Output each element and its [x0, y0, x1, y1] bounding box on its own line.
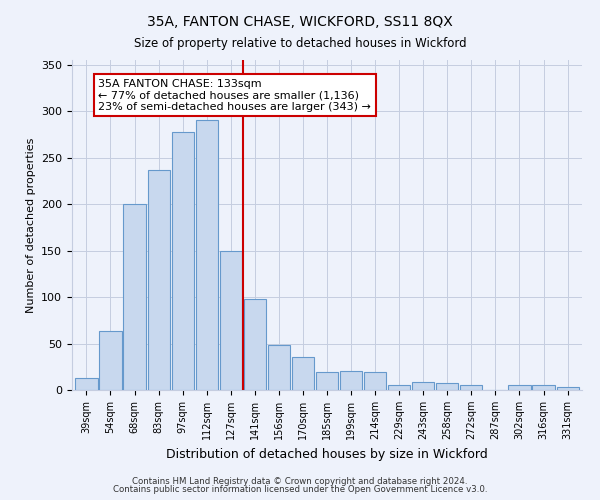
Bar: [316, 372, 338, 390]
Bar: [124, 204, 146, 390]
Text: 35A, FANTON CHASE, WICKFORD, SS11 8QX: 35A, FANTON CHASE, WICKFORD, SS11 8QX: [147, 15, 453, 29]
Bar: [244, 299, 266, 390]
Bar: [460, 386, 482, 390]
Bar: [100, 330, 122, 390]
Bar: [412, 382, 434, 390]
Bar: [172, 132, 194, 390]
X-axis label: Distribution of detached houses by size in Wickford: Distribution of detached houses by size …: [166, 448, 488, 460]
Bar: [364, 372, 386, 390]
Bar: [557, 387, 578, 390]
Bar: [76, 378, 98, 390]
Text: 35A FANTON CHASE: 133sqm
← 77% of detached houses are smaller (1,136)
23% of sem: 35A FANTON CHASE: 133sqm ← 77% of detach…: [98, 78, 371, 112]
Bar: [388, 386, 410, 390]
Bar: [508, 386, 530, 390]
Bar: [148, 170, 170, 390]
Bar: [196, 120, 218, 390]
Bar: [436, 382, 458, 390]
Text: Contains public sector information licensed under the Open Government Licence v3: Contains public sector information licen…: [113, 486, 487, 494]
Text: Size of property relative to detached houses in Wickford: Size of property relative to detached ho…: [134, 38, 466, 51]
Y-axis label: Number of detached properties: Number of detached properties: [26, 138, 35, 312]
Bar: [340, 372, 362, 390]
Bar: [268, 346, 290, 390]
Bar: [532, 386, 554, 390]
Text: Contains HM Land Registry data © Crown copyright and database right 2024.: Contains HM Land Registry data © Crown c…: [132, 477, 468, 486]
Bar: [220, 250, 242, 390]
Bar: [292, 358, 314, 390]
